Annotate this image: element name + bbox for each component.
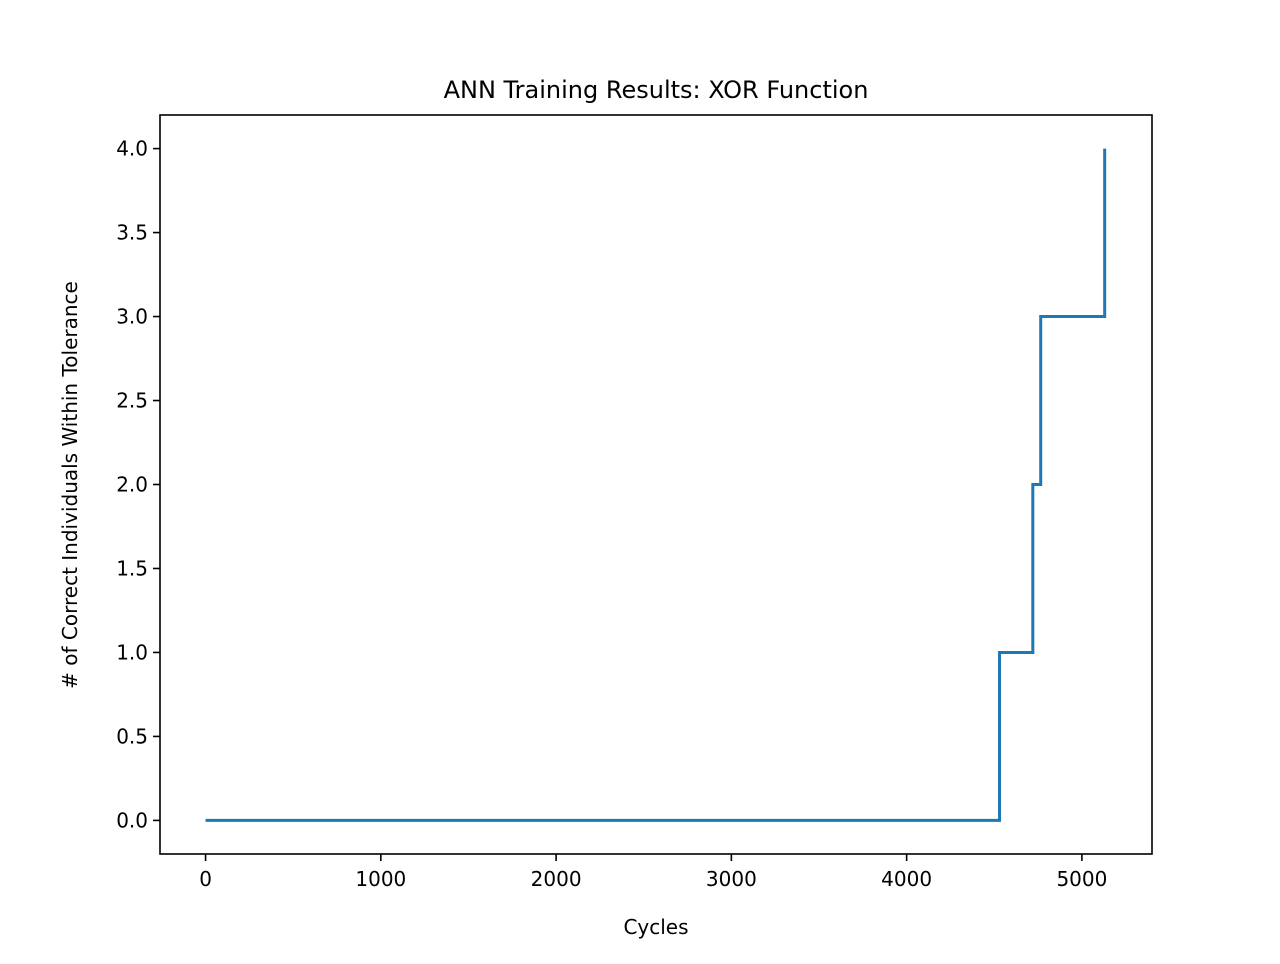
y-tick-label: 4.0 bbox=[116, 137, 148, 161]
y-tick-label: 2.5 bbox=[116, 389, 148, 413]
x-tick-label: 3000 bbox=[706, 867, 757, 891]
y-axis-ticks: 0.0 0.5 1.0 1.5 2.0 2.5 3.0 3.5 4.0 bbox=[116, 137, 160, 832]
y-tick-label: 1.0 bbox=[116, 640, 148, 664]
series-line-0 bbox=[205, 148, 1107, 822]
y-tick-label: 0.5 bbox=[116, 724, 148, 748]
x-axis-ticks: 0 1000 2000 3000 4000 5000 bbox=[199, 854, 1107, 891]
y-tick-label: 3.0 bbox=[116, 305, 148, 329]
x-tick-label: 0 bbox=[199, 867, 212, 891]
x-tick-label: 1000 bbox=[355, 867, 406, 891]
y-tick-label: 1.5 bbox=[116, 556, 148, 580]
y-tick-label: 0.0 bbox=[116, 808, 148, 832]
x-axis-label: Cycles bbox=[623, 915, 688, 939]
series-layer bbox=[205, 148, 1107, 822]
plot-frame bbox=[159, 114, 1153, 855]
x-tick-label: 4000 bbox=[881, 867, 932, 891]
chart-title: ANN Training Results: XOR Function bbox=[444, 76, 869, 104]
y-tick-label: 3.5 bbox=[116, 221, 148, 245]
y-tick-label: 2.0 bbox=[116, 473, 148, 497]
x-tick-label: 5000 bbox=[1056, 867, 1107, 891]
x-tick-label: 2000 bbox=[531, 867, 582, 891]
y-axis-label: # of Correct Individuals Within Toleranc… bbox=[58, 281, 82, 689]
